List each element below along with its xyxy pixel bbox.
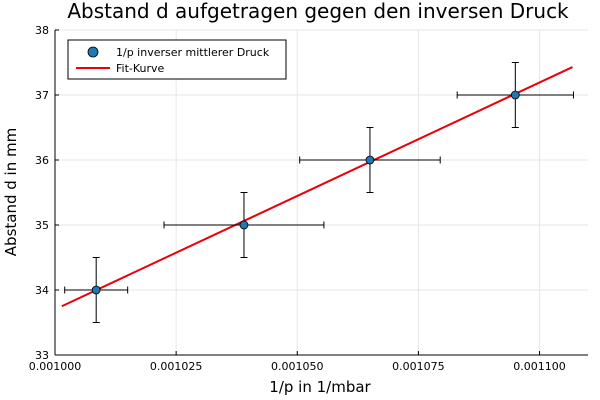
axes (54, 30, 588, 356)
data-point (239, 220, 249, 230)
x-axis-label: 1/p in 1/mbar (269, 378, 371, 396)
y-axis: 33 34 35 36 37 38 (35, 24, 59, 362)
x-tick-label: 0.001050 (271, 360, 324, 373)
x-tick-label: 0.001025 (150, 360, 203, 373)
x-tick-label: 0.001000 (29, 360, 82, 373)
legend: 1/p inverser mittlerer Druck Fit-Kurve (67, 39, 287, 80)
y-tick-label: 35 (35, 219, 49, 232)
legend-label-line: Fit-Kurve (116, 62, 165, 75)
data-point (91, 285, 101, 295)
y-tick-label: 37 (35, 89, 49, 102)
plot-area (55, 30, 588, 355)
y-tick-label: 36 (35, 154, 49, 167)
data-point-group (299, 127, 441, 193)
data-point-group (64, 257, 129, 323)
data-point (510, 90, 520, 100)
chart-title: Abstand d aufgetragen gegen den inversen… (67, 0, 569, 23)
y-tick-label: 38 (35, 24, 49, 37)
y-axis-label: Abstand d in mm (2, 128, 20, 256)
y-tick-label: 34 (35, 284, 49, 297)
legend-label-scatter: 1/p inverser mittlerer Druck (116, 46, 270, 59)
legend-box (67, 39, 287, 80)
data-point-group (163, 192, 325, 258)
data-point (365, 155, 375, 165)
series-layer (61, 62, 574, 323)
legend-marker-scatter (87, 46, 99, 58)
x-tick-label: 0.001075 (392, 360, 445, 373)
data-point-group (456, 62, 574, 128)
x-axis: 0.001000 0.001025 0.001050 0.001075 0.001100 (29, 351, 566, 373)
fit-line (61, 66, 573, 308)
x-tick-label: 0.001100 (513, 360, 566, 373)
y-tick-label: 33 (35, 349, 49, 362)
